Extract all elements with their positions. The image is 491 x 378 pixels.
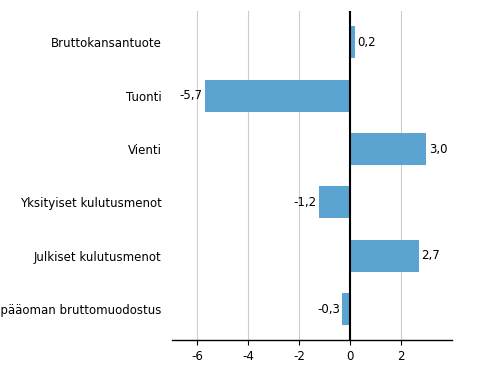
Bar <box>350 26 355 58</box>
Bar <box>350 240 419 272</box>
Bar <box>350 133 426 165</box>
Text: -5,7: -5,7 <box>179 89 202 102</box>
Text: 3,0: 3,0 <box>429 143 447 156</box>
Text: 2,7: 2,7 <box>421 249 440 262</box>
Bar <box>342 293 350 325</box>
Text: 0,2: 0,2 <box>357 36 376 49</box>
Bar <box>320 186 350 218</box>
Text: -1,2: -1,2 <box>294 196 317 209</box>
Text: -0,3: -0,3 <box>317 303 340 316</box>
Bar <box>205 80 350 112</box>
